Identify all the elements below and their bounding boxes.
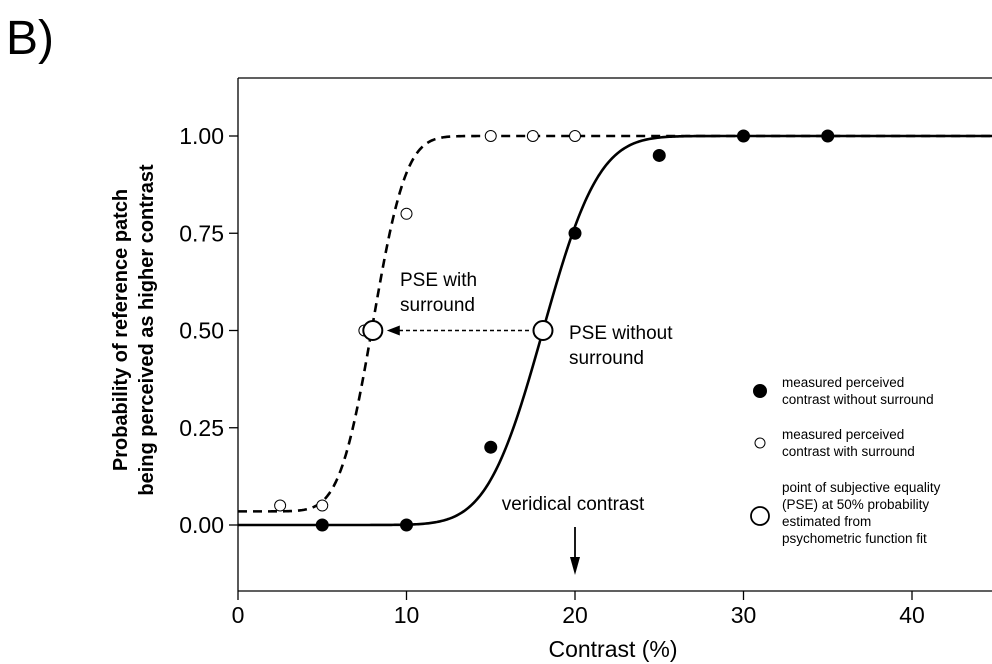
- veridical-arrow: [570, 527, 580, 575]
- legend-pse-marker: [750, 506, 770, 526]
- data-point-with-surround: [526, 130, 539, 142]
- data-point-without-surround: [568, 226, 582, 240]
- data-point-with-surround: [484, 130, 497, 142]
- legend-open-circle-marker: [754, 437, 766, 449]
- x-tick-label: 0: [232, 602, 245, 628]
- pse-without-surround-annotation: PSE without surround: [569, 323, 673, 369]
- data-point-without-surround: [400, 518, 413, 532]
- veridical-arrow-head: [570, 557, 580, 575]
- legend: measured perceived contrast without surr…: [750, 375, 941, 546]
- data-point-without-surround: [315, 518, 329, 532]
- y-axis-title-line-1: Probability of reference patch: [110, 189, 132, 471]
- veridical-contrast-label: veridical contrast: [502, 494, 645, 515]
- fit-curve-with-surround: [238, 134, 992, 513]
- y-tick-label: 0.00: [179, 512, 224, 538]
- y-tick-label: 0.50: [179, 318, 224, 344]
- pse-marker: [532, 320, 554, 341]
- pse-with-surround-annotation: PSE with surround: [400, 270, 477, 316]
- pse-shift-arrow: [386, 325, 529, 336]
- pse-arrow-head: [386, 325, 400, 336]
- fit-curves: [238, 134, 992, 527]
- legend-filled-circle-marker: [753, 384, 767, 398]
- x-tick-label: 30: [731, 602, 757, 628]
- y-ticks: 0.00 0.25 0.50 0.75 1.00: [179, 123, 238, 538]
- data-point-without-surround: [821, 129, 835, 143]
- legend-item-3-line-1: point of subjective equality: [782, 480, 941, 495]
- x-tick-label: 10: [394, 602, 420, 628]
- y-tick-label: 1.00: [179, 123, 224, 149]
- data-point-with-surround: [274, 499, 287, 512]
- x-tick-label: 20: [562, 602, 588, 628]
- pse-with-label-line-2: surround: [400, 295, 475, 316]
- data-point-with-surround: [316, 499, 329, 512]
- data-point-with-surround: [569, 130, 581, 142]
- legend-item-2-line-2: contrast with surround: [782, 444, 915, 459]
- x-axis-title: Contrast (%): [548, 636, 677, 662]
- data-point-without-surround: [652, 148, 666, 162]
- y-tick-label: 0.75: [179, 220, 224, 246]
- legend-item-2-line-1: measured perceived: [782, 427, 904, 442]
- pse-with-label-line-1: PSE with: [400, 270, 477, 291]
- pse-without-label-line-1: PSE without: [569, 323, 673, 344]
- pse-without-label-line-2: surround: [569, 348, 644, 369]
- data-point-with-surround: [400, 207, 413, 220]
- y-tick-label: 0.25: [179, 415, 224, 441]
- legend-item-3-line-4: psychometric function fit: [782, 531, 927, 546]
- data-point-without-surround: [737, 129, 750, 143]
- legend-item-1-line-2: contrast without surround: [782, 392, 934, 407]
- x-ticks: 0 10 20 30 40: [232, 591, 925, 628]
- x-tick-label: 40: [899, 602, 925, 628]
- y-axis-title-line-2: being perceived as higher contrast: [136, 164, 158, 496]
- data-point-without-surround: [484, 440, 498, 454]
- pse-marker: [362, 320, 384, 341]
- panel-label: B): [6, 12, 54, 65]
- legend-item-3-line-3: estimated from: [782, 514, 871, 529]
- legend-item-1-line-1: measured perceived: [782, 375, 904, 390]
- data-points: [274, 129, 835, 532]
- legend-item-3-line-2: (PSE) at 50% probability: [782, 497, 929, 512]
- y-axis-title: Probability of reference patch being per…: [110, 164, 158, 496]
